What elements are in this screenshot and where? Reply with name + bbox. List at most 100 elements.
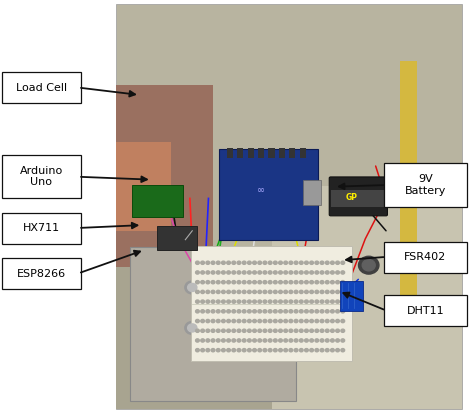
Circle shape xyxy=(253,300,256,303)
Circle shape xyxy=(289,319,293,323)
Circle shape xyxy=(211,271,215,274)
FancyBboxPatch shape xyxy=(384,163,467,206)
Circle shape xyxy=(341,300,345,303)
Circle shape xyxy=(221,310,225,313)
Circle shape xyxy=(325,339,329,342)
Circle shape xyxy=(206,310,210,313)
Circle shape xyxy=(268,290,272,294)
Circle shape xyxy=(227,280,230,284)
Circle shape xyxy=(206,271,210,274)
Circle shape xyxy=(336,329,339,332)
Circle shape xyxy=(273,319,277,323)
Circle shape xyxy=(258,280,262,284)
Circle shape xyxy=(242,339,246,342)
Circle shape xyxy=(216,261,220,264)
Text: ESP8266: ESP8266 xyxy=(17,268,66,279)
Circle shape xyxy=(325,319,329,323)
Circle shape xyxy=(211,329,215,332)
Circle shape xyxy=(201,300,204,303)
Circle shape xyxy=(216,280,220,284)
Circle shape xyxy=(320,300,324,303)
Circle shape xyxy=(221,271,225,274)
FancyBboxPatch shape xyxy=(258,148,264,158)
Circle shape xyxy=(242,280,246,284)
Circle shape xyxy=(216,310,220,313)
Circle shape xyxy=(336,271,339,274)
Circle shape xyxy=(227,271,230,274)
Circle shape xyxy=(188,324,197,332)
Circle shape xyxy=(325,261,329,264)
Circle shape xyxy=(258,261,262,264)
Circle shape xyxy=(310,290,313,294)
Circle shape xyxy=(325,329,329,332)
Circle shape xyxy=(247,329,251,332)
Circle shape xyxy=(227,300,230,303)
FancyBboxPatch shape xyxy=(268,148,274,158)
Circle shape xyxy=(320,261,324,264)
Circle shape xyxy=(336,349,339,352)
Circle shape xyxy=(279,329,283,332)
Circle shape xyxy=(284,329,288,332)
Circle shape xyxy=(279,349,283,352)
Circle shape xyxy=(268,310,272,313)
Circle shape xyxy=(242,271,246,274)
Circle shape xyxy=(336,339,339,342)
Circle shape xyxy=(300,319,303,323)
Text: FSR402: FSR402 xyxy=(404,252,447,262)
FancyBboxPatch shape xyxy=(400,61,417,296)
Circle shape xyxy=(263,319,267,323)
Circle shape xyxy=(273,349,277,352)
Circle shape xyxy=(206,329,210,332)
Circle shape xyxy=(237,310,241,313)
Circle shape xyxy=(196,290,199,294)
Circle shape xyxy=(216,300,220,303)
Circle shape xyxy=(258,271,262,274)
Circle shape xyxy=(253,271,256,274)
Circle shape xyxy=(232,280,236,284)
FancyBboxPatch shape xyxy=(272,186,462,409)
Circle shape xyxy=(211,290,215,294)
Circle shape xyxy=(247,271,251,274)
Circle shape xyxy=(310,319,313,323)
Circle shape xyxy=(273,271,277,274)
Circle shape xyxy=(336,319,339,323)
Circle shape xyxy=(273,310,277,313)
Circle shape xyxy=(216,339,220,342)
Circle shape xyxy=(315,300,319,303)
Circle shape xyxy=(273,329,277,332)
Circle shape xyxy=(289,339,293,342)
Circle shape xyxy=(330,349,334,352)
Circle shape xyxy=(294,261,298,264)
Circle shape xyxy=(305,261,308,264)
Circle shape xyxy=(315,339,319,342)
Circle shape xyxy=(237,271,241,274)
Circle shape xyxy=(320,349,324,352)
FancyBboxPatch shape xyxy=(300,148,306,158)
Circle shape xyxy=(300,280,303,284)
Circle shape xyxy=(341,280,345,284)
Circle shape xyxy=(263,271,267,274)
Circle shape xyxy=(201,290,204,294)
Circle shape xyxy=(211,280,215,284)
FancyBboxPatch shape xyxy=(116,4,462,409)
Circle shape xyxy=(258,329,262,332)
Circle shape xyxy=(196,349,199,352)
Circle shape xyxy=(232,329,236,332)
Circle shape xyxy=(315,280,319,284)
Circle shape xyxy=(305,290,308,294)
Circle shape xyxy=(284,310,288,313)
Circle shape xyxy=(268,349,272,352)
Circle shape xyxy=(185,321,200,335)
Circle shape xyxy=(242,319,246,323)
Circle shape xyxy=(201,349,204,352)
Circle shape xyxy=(247,261,251,264)
Circle shape xyxy=(201,261,204,264)
Circle shape xyxy=(221,280,225,284)
Circle shape xyxy=(242,261,246,264)
Circle shape xyxy=(294,329,298,332)
Text: GP: GP xyxy=(346,193,357,202)
Circle shape xyxy=(221,300,225,303)
Circle shape xyxy=(336,261,339,264)
Circle shape xyxy=(300,261,303,264)
Circle shape xyxy=(253,290,256,294)
